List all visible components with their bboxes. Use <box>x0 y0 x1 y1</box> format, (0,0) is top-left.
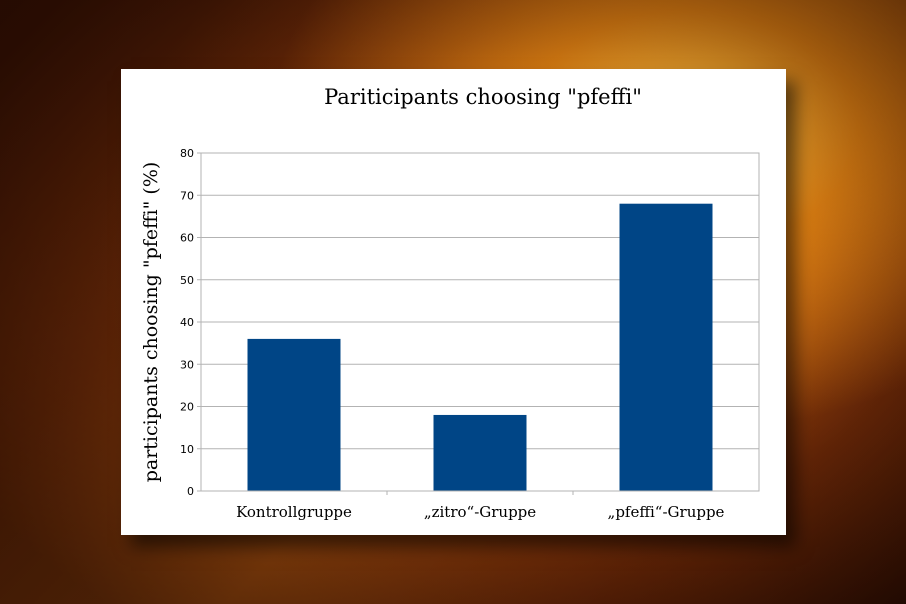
plot-area-border <box>200 152 760 492</box>
bar <box>619 203 713 491</box>
bar-chart: Pariticipants choosing "pfeffi" particip… <box>140 85 760 521</box>
x-tick-label: „zitro“-Gruppe <box>424 503 536 521</box>
y-tick-label: 20 <box>180 401 194 414</box>
y-tick-label: 50 <box>180 274 194 287</box>
x-tick-label: „pfeffi“-Gruppe <box>608 503 725 521</box>
chart-card: Pariticipants choosing "pfeffi" particip… <box>121 69 786 535</box>
chart-title: Pariticipants choosing "pfeffi" <box>324 85 642 109</box>
axes <box>197 152 760 495</box>
y-tick-label: 0 <box>187 485 194 498</box>
y-tick-label: 10 <box>180 443 194 456</box>
y-tick-label: 60 <box>180 232 194 245</box>
y-tick-label: 40 <box>180 316 194 329</box>
bars <box>247 203 713 491</box>
y-tick-label: 70 <box>180 189 194 202</box>
y-tick-label: 30 <box>180 358 194 371</box>
bar <box>433 414 527 491</box>
x-tick-label: Kontrollgruppe <box>236 503 352 521</box>
bar <box>247 338 341 491</box>
y-tick-label: 80 <box>180 147 194 160</box>
axis-labels: 0 10 20 30 40 50 60 70 80 Kontrollgruppe „zitro“-G… <box>180 147 725 521</box>
y-axis-label: participants choosing "pfeffi" (%) <box>140 162 162 483</box>
